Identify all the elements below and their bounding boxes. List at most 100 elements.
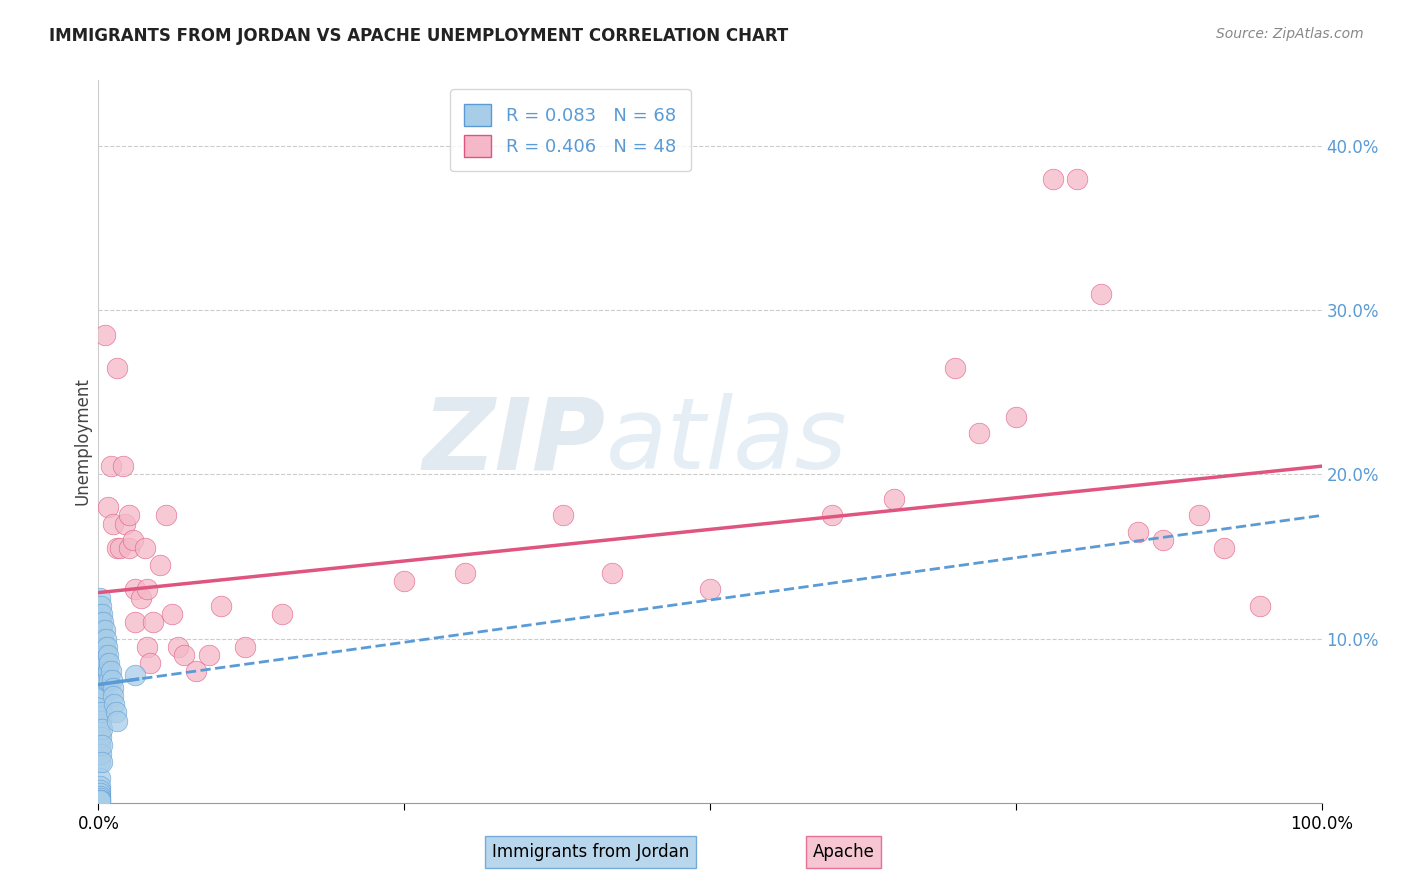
Point <box>392 574 416 588</box>
Point <box>124 615 146 630</box>
Point <box>186 665 208 679</box>
Point <box>91 722 114 736</box>
Point <box>90 714 112 728</box>
Point <box>1042 171 1064 186</box>
Point <box>821 508 844 523</box>
Point <box>90 648 112 662</box>
Point <box>89 782 111 797</box>
Point <box>90 730 112 744</box>
Point <box>89 786 111 800</box>
Point <box>91 615 114 630</box>
Point <box>94 665 117 679</box>
Point <box>90 615 112 630</box>
Point <box>91 624 114 638</box>
Point <box>89 794 111 808</box>
Point <box>91 640 114 654</box>
Legend: R = 0.083   N = 68, R = 0.406   N = 48: R = 0.083 N = 68, R = 0.406 N = 48 <box>450 89 690 171</box>
Point <box>91 739 114 753</box>
Point <box>105 541 128 556</box>
Point <box>89 739 111 753</box>
Point <box>91 689 114 703</box>
Point <box>139 657 162 671</box>
Point <box>160 607 183 621</box>
Point <box>91 755 114 769</box>
Point <box>91 665 114 679</box>
Point <box>91 648 114 662</box>
Point <box>90 747 112 761</box>
Point <box>93 327 115 342</box>
Point <box>93 624 115 638</box>
Point <box>96 657 118 671</box>
Point <box>967 426 990 441</box>
Point <box>94 648 117 662</box>
Point <box>100 665 122 679</box>
Point <box>1066 171 1088 186</box>
Point <box>114 516 136 531</box>
Point <box>118 508 141 523</box>
Point <box>89 780 111 794</box>
Point <box>1090 286 1112 301</box>
Text: ZIP: ZIP <box>423 393 606 490</box>
Point <box>270 607 294 621</box>
Point <box>110 541 132 556</box>
Point <box>89 698 111 712</box>
Point <box>97 500 120 515</box>
Point <box>91 706 114 720</box>
Point <box>173 648 195 662</box>
Point <box>90 681 112 695</box>
Point <box>93 657 115 671</box>
Point <box>97 648 120 662</box>
Point <box>89 689 111 703</box>
Point <box>91 681 114 695</box>
Point <box>89 755 111 769</box>
Point <box>136 582 159 597</box>
Point <box>89 591 111 605</box>
Point <box>91 607 114 621</box>
Text: Apache: Apache <box>813 843 875 861</box>
Point <box>89 722 111 736</box>
Point <box>98 657 121 671</box>
Point <box>129 591 152 605</box>
Point <box>105 360 128 375</box>
Point <box>699 582 721 597</box>
Point <box>89 640 111 654</box>
Point <box>124 582 146 597</box>
Point <box>89 790 111 805</box>
Point <box>89 657 111 671</box>
Point <box>96 640 118 654</box>
Point <box>96 673 118 687</box>
Point <box>1128 524 1150 539</box>
Point <box>89 607 111 621</box>
Point <box>89 792 111 806</box>
Point <box>90 632 112 646</box>
Point <box>94 632 117 646</box>
Point <box>943 360 966 375</box>
Point <box>233 640 256 654</box>
Point <box>101 681 124 695</box>
Point <box>197 648 219 662</box>
Point <box>100 459 122 474</box>
Point <box>91 632 114 646</box>
Point <box>118 541 141 556</box>
Point <box>98 673 121 687</box>
Point <box>90 698 112 712</box>
Point <box>105 714 128 728</box>
Point <box>134 541 156 556</box>
Point <box>1188 508 1211 523</box>
Point <box>97 665 120 679</box>
Point <box>121 533 143 547</box>
Point <box>124 667 146 681</box>
Point <box>101 673 124 687</box>
Point <box>91 673 114 687</box>
Point <box>93 673 115 687</box>
Point <box>91 657 114 671</box>
Point <box>89 673 111 687</box>
Point <box>454 566 477 580</box>
Point <box>93 640 115 654</box>
Point <box>89 706 111 720</box>
Point <box>103 698 125 712</box>
Point <box>90 599 112 613</box>
Point <box>89 771 111 785</box>
Text: Immigrants from Jordan: Immigrants from Jordan <box>492 843 689 861</box>
Point <box>111 459 134 474</box>
